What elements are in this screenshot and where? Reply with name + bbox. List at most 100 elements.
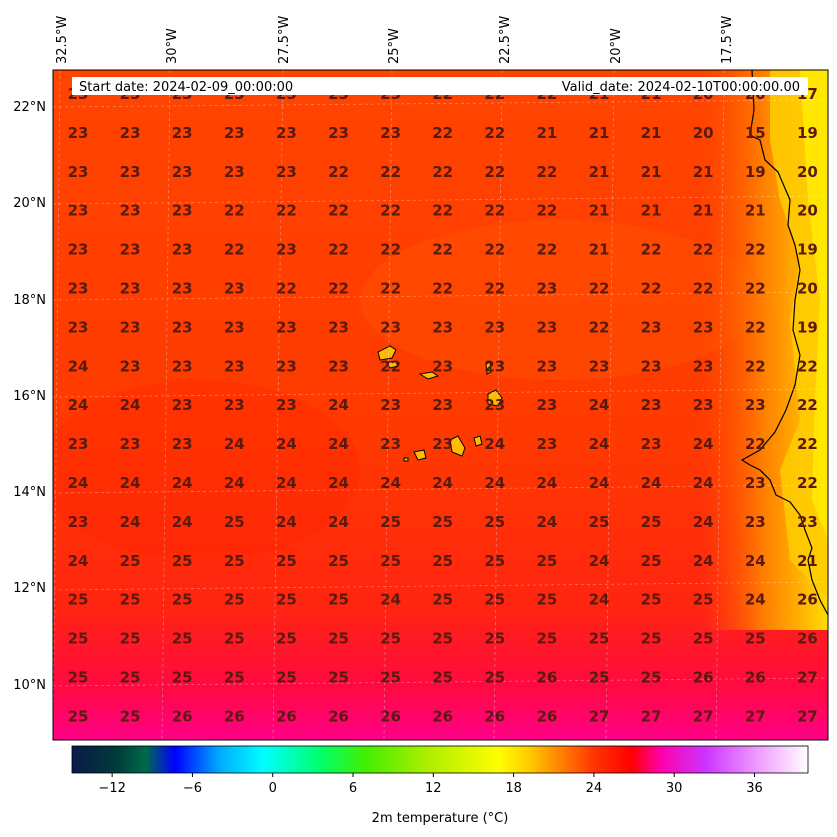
temperature-value: 24 (276, 513, 297, 531)
temperature-value: 24 (693, 513, 714, 531)
temperature-value: 22 (693, 241, 714, 259)
temperature-value: 24 (328, 435, 349, 453)
temperature-value: 23 (536, 435, 557, 453)
temperature-value: 22 (380, 357, 401, 375)
temperature-value: 21 (589, 163, 610, 181)
temperature-value: 19 (797, 318, 818, 336)
graticule (53, 70, 828, 740)
temperature-value: 25 (120, 630, 141, 648)
temperature-value: 25 (276, 552, 297, 570)
temperature-value: 23 (641, 357, 662, 375)
temperature-value: 23 (224, 318, 245, 336)
temperature-value: 26 (797, 630, 818, 648)
temperature-value: 23 (276, 357, 297, 375)
temperature-value: 19 (797, 241, 818, 259)
colorbar-tick-label: −6 (183, 781, 202, 796)
temperature-value: 22 (745, 241, 766, 259)
temperature-value: 25 (120, 707, 141, 725)
temperature-value: 23 (380, 435, 401, 453)
temperature-value: 27 (693, 707, 714, 725)
temperature-value: 23 (276, 163, 297, 181)
temperature-value: 25 (536, 630, 557, 648)
temperature-value: 24 (276, 435, 297, 453)
temperature-value: 23 (641, 396, 662, 414)
colorbar-tick-label: 0 (269, 781, 277, 796)
temperature-value: 23 (432, 435, 453, 453)
temperature-value: 22 (328, 280, 349, 298)
temperature-value: 24 (693, 474, 714, 492)
temperature-value: 23 (797, 513, 818, 531)
temperature-value: 22 (432, 124, 453, 142)
temperature-value: 22 (380, 202, 401, 220)
temperature-value: 24 (380, 474, 401, 492)
temperature-value: 24 (745, 591, 766, 609)
temperature-value: 24 (693, 435, 714, 453)
temperature-value: 24 (120, 396, 141, 414)
lon-label: 30°W (165, 28, 180, 64)
lon-label: 27.5°W (277, 16, 292, 64)
temperature-value: 22 (276, 202, 297, 220)
temperature-value: 22 (641, 241, 662, 259)
temperature-value: 22 (484, 280, 505, 298)
temperature-value: 24 (328, 513, 349, 531)
temperature-value: 27 (745, 707, 766, 725)
temperature-value: 23 (380, 124, 401, 142)
temperature-value: 26 (380, 707, 401, 725)
lon-label: 32.5°W (55, 16, 70, 64)
temperature-value: 21 (589, 241, 610, 259)
temperature-value: 25 (68, 707, 89, 725)
temperature-value: 24 (172, 474, 193, 492)
lat-label: 18°N (13, 293, 46, 308)
temperature-value: 25 (641, 669, 662, 687)
colorbar-tick-label: 18 (505, 781, 522, 796)
temperature-value: 23 (432, 396, 453, 414)
colorbar-ticks: −12 −6 0 6 12 18 24 30 36 (98, 773, 763, 796)
temperature-value: 20 (797, 163, 818, 181)
temperature-value: 25 (641, 591, 662, 609)
temperature-value: 23 (172, 241, 193, 259)
temperature-value: 25 (172, 669, 193, 687)
temperature-value: 23 (68, 124, 89, 142)
lat-label: 14°N (13, 485, 46, 500)
temperature-value: 26 (328, 707, 349, 725)
temperature-value: 23 (536, 396, 557, 414)
temperature-value: 24 (328, 396, 349, 414)
temperature-value: 22 (276, 280, 297, 298)
temperature-value: 21 (641, 202, 662, 220)
coastline (740, 70, 828, 616)
temperature-value: 25 (328, 552, 349, 570)
temperature-value: 25 (224, 591, 245, 609)
temperature-value: 21 (641, 124, 662, 142)
temperature-value: 27 (797, 707, 818, 725)
temperature-value: 22 (328, 241, 349, 259)
colorbar-gradient (71, 745, 809, 774)
lon-label: 20°W (609, 28, 624, 64)
temperature-value: 21 (641, 163, 662, 181)
temperature-value: 22 (380, 280, 401, 298)
temperature-value: 24 (589, 396, 610, 414)
temperature-value: 25 (276, 630, 297, 648)
temperature-value: 23 (484, 396, 505, 414)
lon-label: 22.5°W (498, 16, 513, 64)
temperature-value: 21 (745, 202, 766, 220)
temperature-value: 20 (693, 124, 714, 142)
temperature-value: 23 (484, 318, 505, 336)
temperature-value: 23 (172, 435, 193, 453)
temperature-value: 22 (432, 202, 453, 220)
temperature-value: 22 (745, 280, 766, 298)
temperature-value: 23 (276, 124, 297, 142)
temperature-value: 22 (797, 474, 818, 492)
temperature-value: 22 (484, 241, 505, 259)
temperature-value: 22 (745, 318, 766, 336)
temperature-value: 25 (328, 591, 349, 609)
lat-label: 22°N (13, 100, 46, 115)
temperature-value: 24 (172, 513, 193, 531)
temperature-value: 25 (432, 630, 453, 648)
temperature-value: 23 (172, 202, 193, 220)
temperature-value: 25 (484, 669, 505, 687)
temperature-value: 21 (589, 124, 610, 142)
temperature-value: 25 (589, 513, 610, 531)
temperature-value: 24 (276, 474, 297, 492)
temperature-value: 26 (745, 669, 766, 687)
temperature-value: 22 (484, 202, 505, 220)
